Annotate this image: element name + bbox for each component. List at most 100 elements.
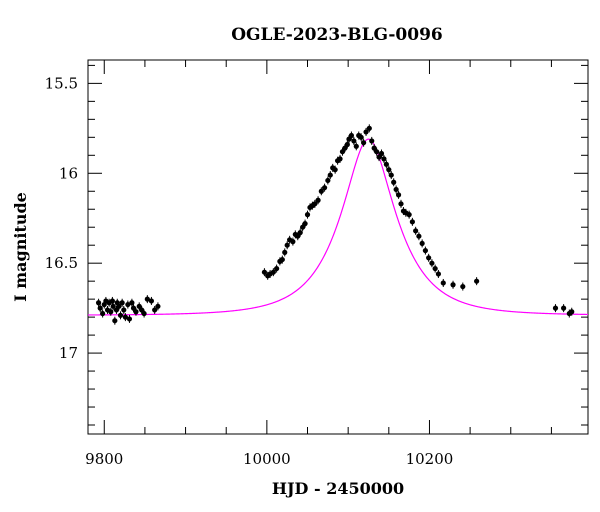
y-tick-label: 17 xyxy=(59,344,78,362)
data-point-marker xyxy=(351,138,357,144)
data-point xyxy=(363,127,369,136)
data-points xyxy=(95,124,575,325)
data-point xyxy=(129,298,135,307)
data-point xyxy=(148,296,155,305)
model-curve xyxy=(88,138,589,316)
data-point xyxy=(108,307,114,316)
data-point-marker xyxy=(121,307,127,313)
y-tick-label: 16.5 xyxy=(45,254,78,272)
data-point-marker xyxy=(126,316,133,322)
data-point xyxy=(398,199,404,208)
data-point xyxy=(409,217,415,226)
data-point-marker xyxy=(378,150,385,157)
data-point-marker xyxy=(141,310,147,317)
data-point-marker xyxy=(302,221,308,227)
data-point-marker xyxy=(406,212,412,218)
data-point-marker xyxy=(270,269,276,275)
data-point-marker xyxy=(569,309,575,315)
data-point xyxy=(348,131,355,140)
data-point xyxy=(95,298,102,307)
data-point-marker xyxy=(460,283,466,290)
data-point-marker xyxy=(155,303,161,309)
data-point xyxy=(125,300,131,309)
data-point-marker xyxy=(290,239,296,245)
data-point xyxy=(126,314,133,323)
data-point xyxy=(327,171,333,180)
data-point xyxy=(121,305,127,314)
data-point-marker xyxy=(429,260,435,266)
data-point xyxy=(416,232,422,241)
data-point-marker xyxy=(395,192,402,198)
data-point-marker xyxy=(100,310,106,317)
data-point-marker xyxy=(261,269,268,275)
data-point-marker xyxy=(337,156,343,162)
data-point-marker xyxy=(393,186,399,193)
data-point-marker xyxy=(148,298,155,304)
data-point xyxy=(378,149,385,158)
data-point-marker xyxy=(117,312,124,318)
data-point-marker xyxy=(450,282,456,288)
data-point xyxy=(369,136,375,145)
data-point xyxy=(144,295,150,304)
data-point xyxy=(117,311,124,320)
data-point-marker xyxy=(366,125,372,131)
data-point xyxy=(474,277,480,286)
y-axis-label: I magnitude xyxy=(11,192,30,302)
data-point xyxy=(116,302,122,311)
data-point xyxy=(325,176,331,185)
data-point xyxy=(337,154,343,163)
data-point-marker xyxy=(315,197,321,203)
data-point xyxy=(133,307,139,316)
x-axis-label: HJD - 2450000 xyxy=(272,479,404,498)
data-point-marker xyxy=(374,149,380,155)
data-point xyxy=(110,302,116,311)
data-point-marker xyxy=(419,240,425,247)
data-point-marker xyxy=(435,271,442,277)
data-point xyxy=(141,309,147,318)
data-point-marker xyxy=(474,278,480,284)
data-point-marker xyxy=(353,143,359,149)
data-point-marker xyxy=(279,256,285,263)
data-point xyxy=(109,296,115,305)
data-point-marker xyxy=(422,247,428,254)
x-tick-label: 10000 xyxy=(243,450,291,468)
plot-frame xyxy=(87,59,589,435)
data-point-marker xyxy=(108,309,114,315)
data-point xyxy=(561,304,567,313)
data-point-marker xyxy=(125,301,131,308)
data-point-marker xyxy=(318,188,324,194)
data-point-marker xyxy=(116,303,122,309)
data-point-marker xyxy=(122,314,128,320)
data-point-marker xyxy=(119,300,125,306)
data-point-marker xyxy=(413,228,419,234)
data-point xyxy=(279,255,285,264)
data-point xyxy=(435,269,442,278)
data-point-marker xyxy=(274,265,280,272)
data-point xyxy=(450,280,456,289)
data-point xyxy=(351,136,357,145)
data-point xyxy=(406,210,412,219)
data-point-marker xyxy=(381,156,387,162)
data-point xyxy=(332,165,338,174)
data-point xyxy=(282,248,288,257)
data-point xyxy=(152,305,158,314)
data-point-marker xyxy=(95,300,102,306)
data-point-marker xyxy=(383,161,389,167)
data-point-marker xyxy=(284,242,290,248)
data-point-marker xyxy=(561,305,567,311)
data-point xyxy=(112,316,118,325)
data-point-marker xyxy=(129,300,135,306)
data-point-marker xyxy=(112,318,118,324)
data-point xyxy=(155,302,161,311)
data-point-marker xyxy=(327,172,333,178)
data-point-marker xyxy=(144,296,150,302)
data-point xyxy=(386,165,392,174)
data-point xyxy=(297,228,303,237)
data-point xyxy=(302,219,308,228)
data-point xyxy=(304,210,311,219)
data-point xyxy=(429,259,435,268)
data-point-marker xyxy=(110,303,116,309)
data-point-marker xyxy=(388,172,394,178)
data-point-marker xyxy=(358,134,364,140)
